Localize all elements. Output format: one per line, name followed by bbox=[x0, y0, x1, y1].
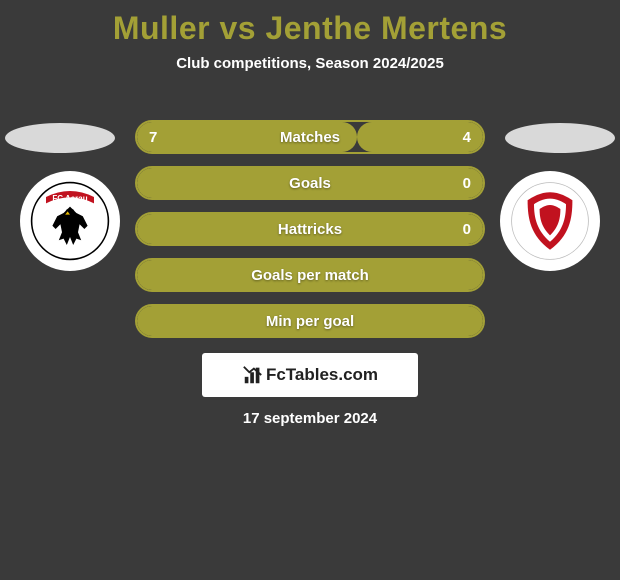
stat-label: Goals bbox=[137, 168, 483, 198]
player-right-placeholder bbox=[505, 123, 615, 153]
subtitle: Club competitions, Season 2024/2025 bbox=[0, 55, 620, 72]
svg-text:FC Aarau: FC Aarau bbox=[52, 194, 87, 203]
stat-label: Hattricks bbox=[137, 214, 483, 244]
stat-label: Matches bbox=[137, 122, 483, 152]
stat-label: Goals per match bbox=[137, 260, 483, 290]
stat-row: Goals0 bbox=[135, 166, 485, 200]
stat-value-left: 7 bbox=[137, 122, 169, 152]
watermark-text: FcTables.com bbox=[266, 365, 378, 385]
stat-label: Min per goal bbox=[137, 306, 483, 336]
date-text: 17 september 2024 bbox=[0, 410, 620, 427]
aarau-crest-icon: FC Aarau bbox=[30, 181, 110, 261]
stat-row: Matches7 4 bbox=[135, 120, 485, 154]
vaduz-crest-icon bbox=[510, 181, 590, 261]
club-badge-right bbox=[500, 171, 600, 271]
page-title: Muller vs Jenthe Mertens bbox=[0, 0, 620, 47]
stat-row: Min per goal bbox=[135, 304, 485, 338]
stats-container: Matches74Goals0Hattricks0Goals per match… bbox=[135, 120, 485, 350]
club-badge-left: FC Aarau bbox=[20, 171, 120, 271]
stat-value-right: 0 bbox=[451, 168, 483, 198]
stat-value-right: 0 bbox=[451, 214, 483, 244]
stat-row: Hattricks0 bbox=[135, 212, 485, 246]
stat-value-right: 4 bbox=[451, 122, 483, 152]
watermark: FcTables.com bbox=[202, 353, 418, 397]
player-left-placeholder bbox=[5, 123, 115, 153]
bar-chart-icon bbox=[242, 364, 264, 386]
stat-row: Goals per match bbox=[135, 258, 485, 292]
